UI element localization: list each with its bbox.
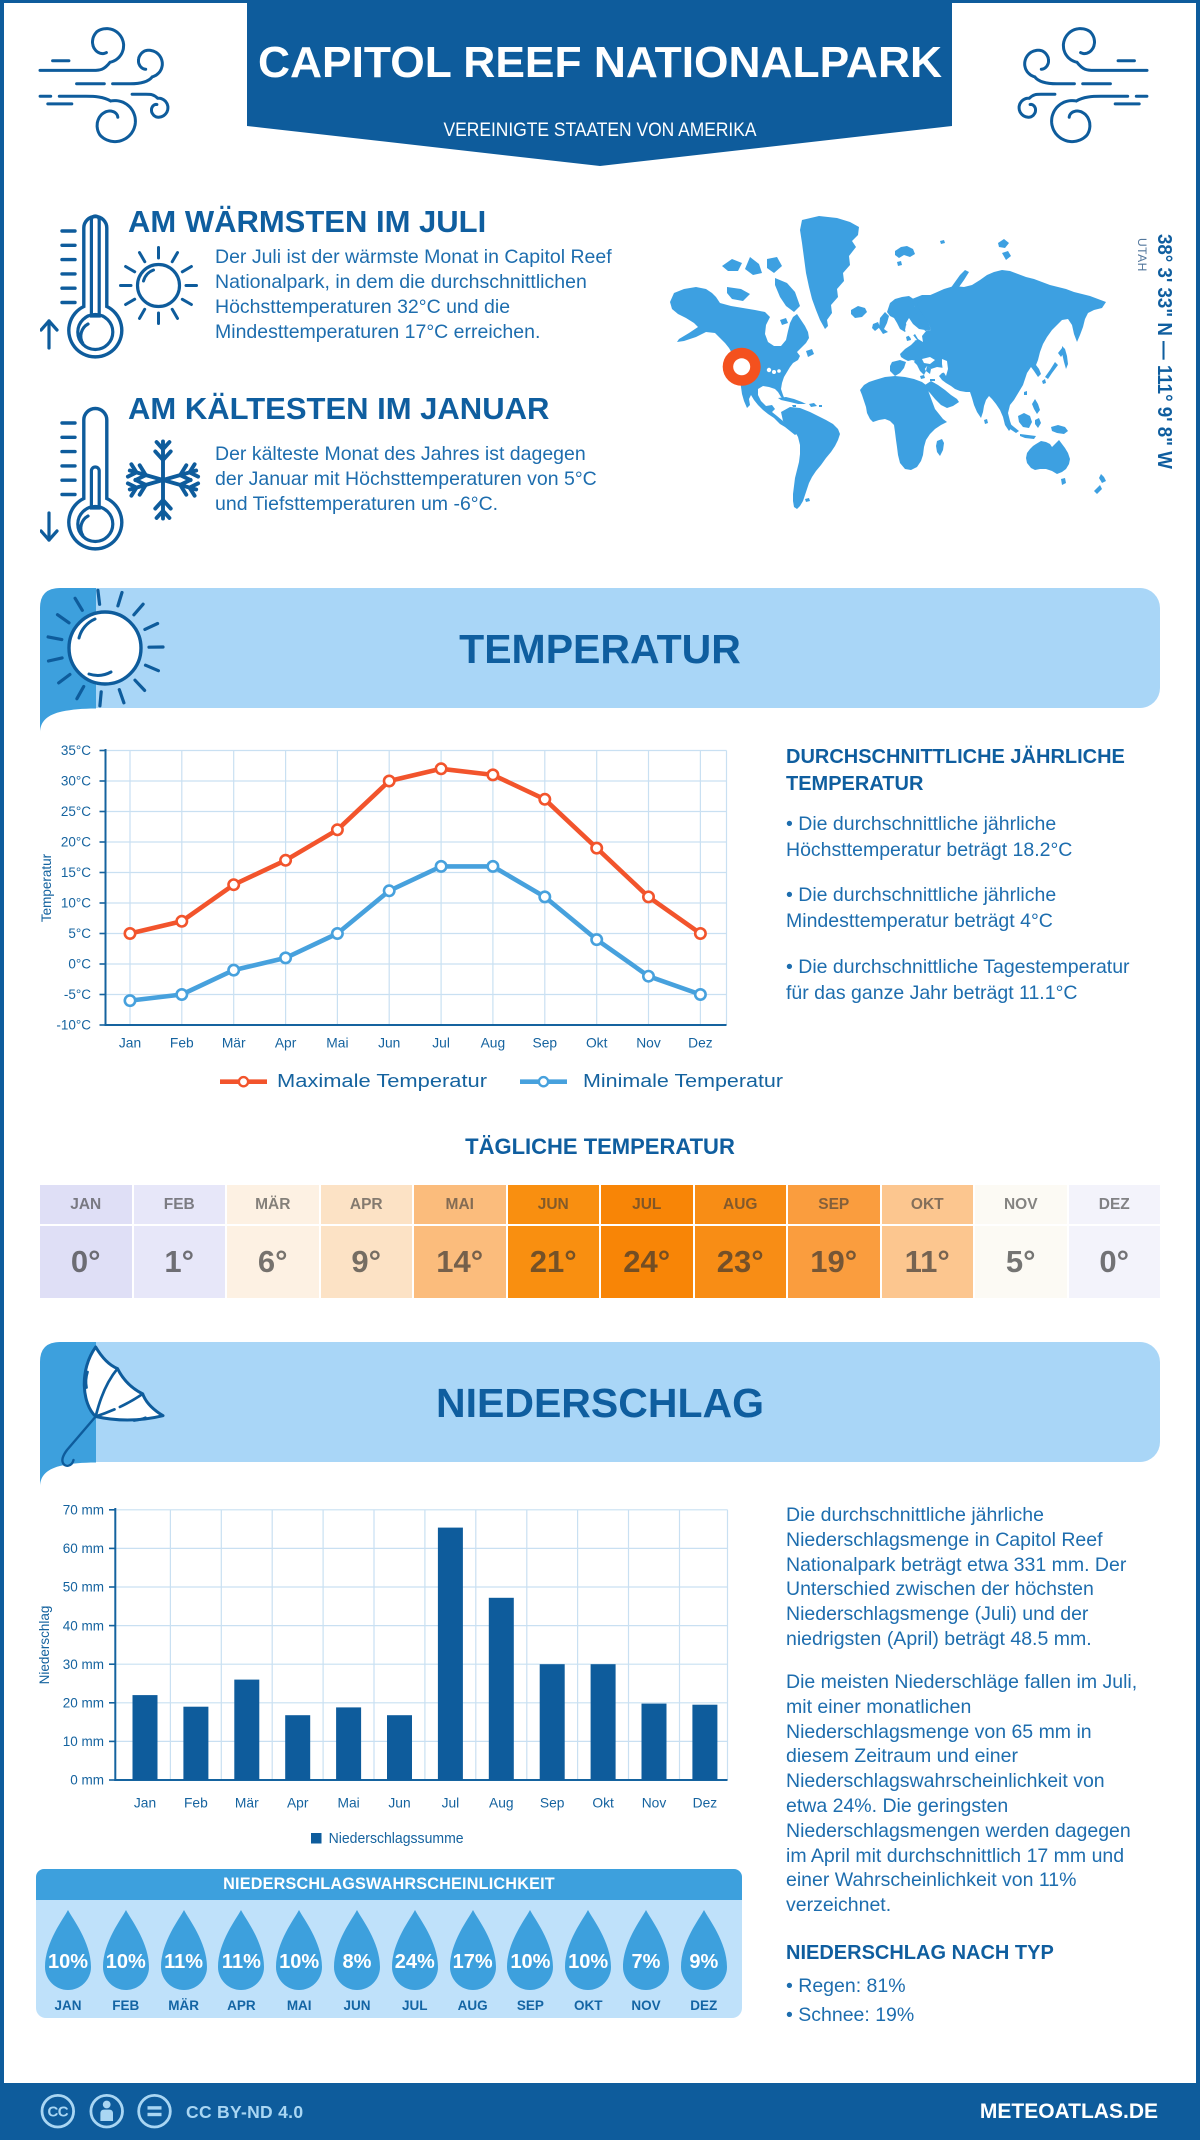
svg-text:Minimale Temperatur: Minimale Temperatur <box>583 1071 783 1091</box>
svg-text:Mär: Mär <box>235 1796 259 1811</box>
svg-text:Feb: Feb <box>184 1796 208 1811</box>
svg-text:Dez: Dez <box>693 1796 718 1811</box>
svg-text:50 mm: 50 mm <box>63 1580 104 1595</box>
svg-text:Temperatur: Temperatur <box>39 853 54 922</box>
svg-text:10°C: 10°C <box>61 896 91 911</box>
svg-text:Niederschlagssumme: Niederschlagssumme <box>329 1830 464 1847</box>
svg-text:10 mm: 10 mm <box>63 1734 104 1749</box>
svg-text:VEREINIGTE STAATEN VON AMERIKA: VEREINIGTE STAATEN VON AMERIKA <box>444 120 757 141</box>
svg-text:5°C: 5°C <box>68 926 91 941</box>
svg-text:25°C: 25°C <box>61 804 91 819</box>
svg-text:Dez: Dez <box>688 1035 713 1050</box>
svg-text:60 mm: 60 mm <box>63 1541 104 1556</box>
svg-text:Jan: Jan <box>119 1035 141 1050</box>
svg-text:0°C: 0°C <box>68 957 91 972</box>
svg-text:Jul: Jul <box>432 1035 450 1050</box>
svg-text:Aug: Aug <box>481 1035 506 1050</box>
svg-text:0 mm: 0 mm <box>70 1773 104 1788</box>
svg-text:Nov: Nov <box>642 1796 667 1811</box>
svg-text:Jun: Jun <box>388 1796 410 1811</box>
svg-text:Mai: Mai <box>337 1796 359 1811</box>
svg-text:Jun: Jun <box>378 1035 400 1050</box>
svg-text:Niederschlag: Niederschlag <box>37 1606 52 1685</box>
svg-text:-5°C: -5°C <box>64 987 91 1002</box>
svg-text:CAPITOL REEF NATIONALPARK: CAPITOL REEF NATIONALPARK <box>258 38 942 87</box>
svg-text:Sep: Sep <box>533 1035 558 1050</box>
svg-text:30°C: 30°C <box>61 774 91 789</box>
svg-text:Feb: Feb <box>170 1035 194 1050</box>
svg-text:20°C: 20°C <box>61 835 91 850</box>
svg-text:Mai: Mai <box>326 1035 348 1050</box>
svg-text:70 mm: 70 mm <box>63 1503 104 1518</box>
svg-text:30 mm: 30 mm <box>63 1657 104 1672</box>
svg-text:Maximale Temperatur: Maximale Temperatur <box>277 1071 487 1091</box>
svg-text:Jul: Jul <box>442 1796 460 1811</box>
svg-text:15°C: 15°C <box>61 865 91 880</box>
svg-text:Jan: Jan <box>134 1796 156 1811</box>
svg-text:Aug: Aug <box>489 1796 514 1811</box>
svg-text:Okt: Okt <box>586 1035 608 1050</box>
svg-text:Mär: Mär <box>222 1035 246 1050</box>
svg-text:Nov: Nov <box>636 1035 661 1050</box>
svg-text:40 mm: 40 mm <box>63 1618 104 1633</box>
svg-text:Sep: Sep <box>540 1796 565 1811</box>
svg-text:Apr: Apr <box>275 1035 297 1050</box>
svg-text:-10°C: -10°C <box>56 1018 91 1033</box>
svg-text:35°C: 35°C <box>61 743 91 758</box>
svg-text:Apr: Apr <box>287 1796 309 1811</box>
svg-text:Okt: Okt <box>592 1796 614 1811</box>
svg-text:20 mm: 20 mm <box>63 1696 104 1711</box>
svg-text:CC: CC <box>47 2104 68 2121</box>
